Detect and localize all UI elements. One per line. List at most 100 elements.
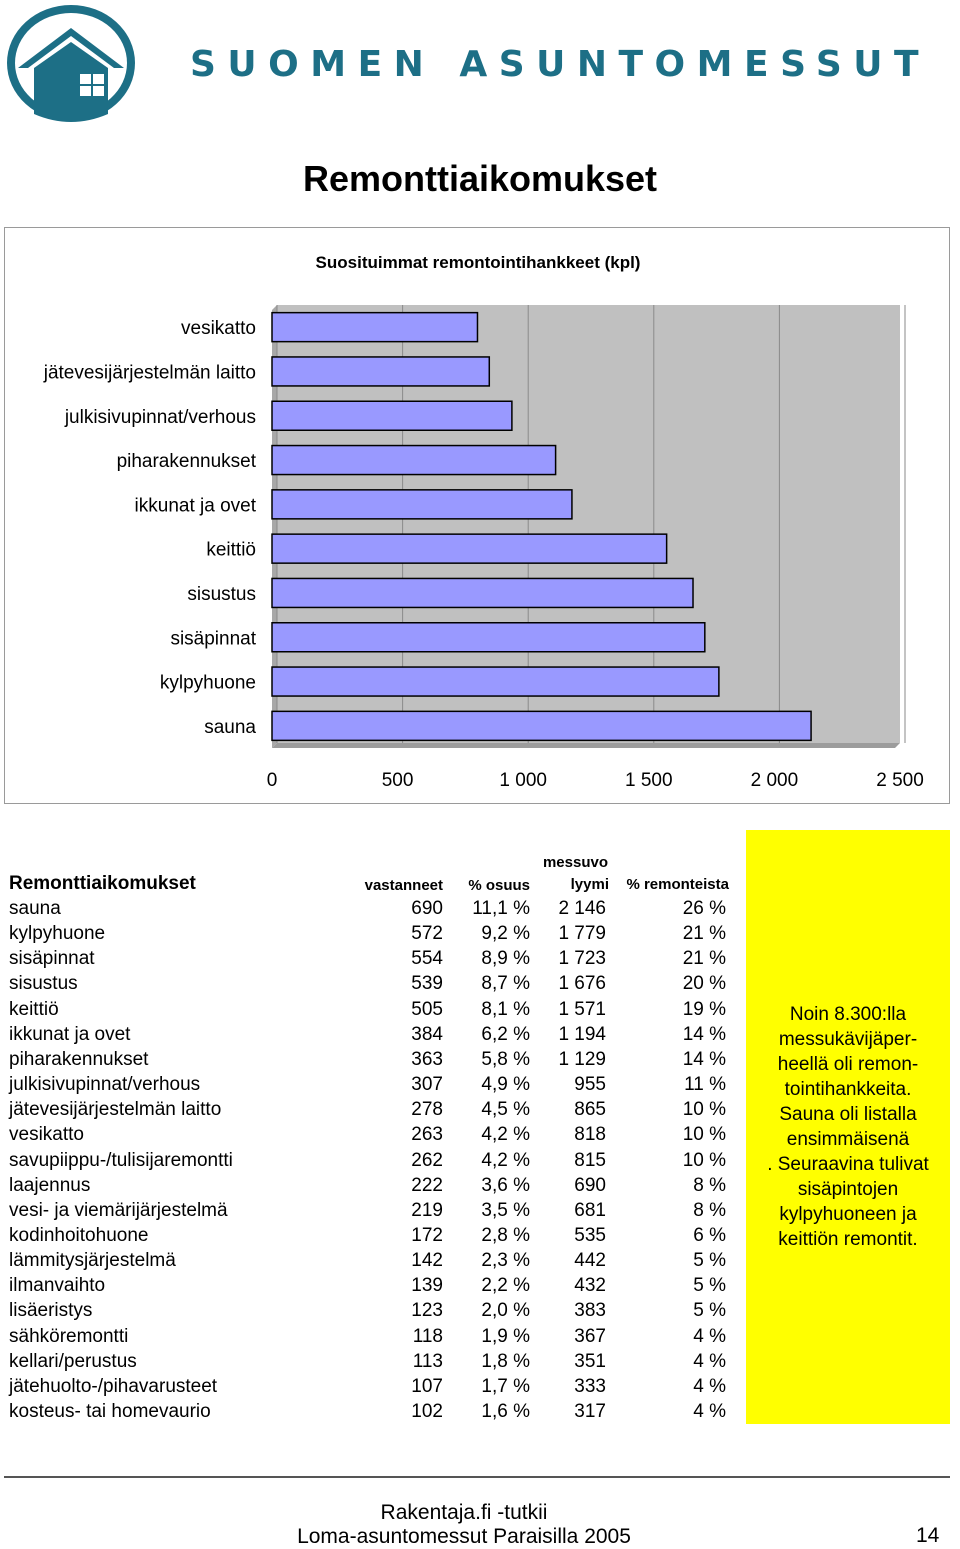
table-cell-messuvolyymi: 690 <box>574 1174 606 1196</box>
table-cell-messuvolyymi: 815 <box>574 1149 606 1171</box>
table-cell-label: vesi- ja viemärijärjestelmä <box>9 1199 228 1221</box>
table-title: Remonttiaikomukset <box>9 873 196 894</box>
table-cell-messuvolyymi: 383 <box>574 1300 606 1322</box>
table-row: ilmanvaihto 139 2,2 % 432 5 % <box>0 1273 740 1298</box>
table-cell-remonteista: 10 % <box>682 1124 726 1146</box>
table-cell-messuvolyymi: 442 <box>574 1250 606 1272</box>
table-cell-osuus: 2,2 % <box>481 1275 530 1297</box>
table-cell-label: sauna <box>9 898 61 919</box>
table-cell-label: jätehuolto-/pihavarusteet <box>9 1375 218 1397</box>
table-cell-label: kellari/perustus <box>9 1350 137 1372</box>
table-cell-label: julkisivupinnat/verhous <box>9 1074 201 1096</box>
footer-line2: Loma-asuntomessut Paraisilla 2005 <box>297 1525 631 1548</box>
table-row: lämmitysjärjestelmä 142 2,3 % 442 5 % <box>0 1248 740 1273</box>
table-cell-label: sisustus <box>9 973 78 995</box>
x-tick-label: 500 <box>382 770 414 791</box>
x-tick-label: 2 000 <box>751 770 799 791</box>
bar <box>271 533 668 564</box>
y-category-label: sisustus <box>187 584 256 605</box>
page-title: Remonttiaikomukset <box>302 158 658 199</box>
table-cell-remonteista: 4 % <box>693 1401 726 1422</box>
col-header-remonteista: % remonteista <box>626 876 729 893</box>
table-row: ikkunat ja ovet 384 6,2 % 1 194 14 % <box>0 1022 740 1047</box>
table-cell-remonteista: 10 % <box>682 1099 726 1121</box>
data-table: Remonttiaikomukset vastanneet % osuus me… <box>0 845 740 1425</box>
table-row: laajennus 222 3,6 % 690 8 % <box>0 1173 740 1198</box>
bar <box>271 356 491 387</box>
table-cell-vastanneet: 263 <box>411 1124 443 1146</box>
table-cell-label: laajennus <box>9 1174 91 1196</box>
table-cell-osuus: 4,2 % <box>481 1149 530 1171</box>
table-row: sisustus 539 8,7 % 1 676 20 % <box>0 971 740 996</box>
page-number: 14 <box>916 1524 940 1547</box>
y-category-label: sisäpinnat <box>170 628 256 649</box>
bar <box>271 489 573 520</box>
table-cell-osuus: 8,9 % <box>481 948 530 970</box>
table-cell-messuvolyymi: 367 <box>574 1325 606 1347</box>
table-cell-vastanneet: 539 <box>411 973 443 995</box>
bar-chart: Suosituimmat remontointihankkeet (kpl) 0 5… <box>4 227 950 804</box>
table-cell-label: ilmanvaihto <box>9 1275 106 1297</box>
table-row: sähköremontti 118 1,9 % 367 4 % <box>0 1324 740 1349</box>
table-cell-label: sähköremontti <box>9 1325 129 1347</box>
table-cell-vastanneet: 384 <box>411 1023 443 1045</box>
table-cell-messuvolyymi: 317 <box>574 1401 606 1422</box>
table-cell-remonteista: 4 % <box>693 1375 726 1397</box>
table-cell-label: lämmitysjärjestelmä <box>9 1250 176 1272</box>
table-row: lisäeristys 123 2,0 % 383 5 % <box>0 1298 740 1323</box>
table-cell-messuvolyymi: 1 779 <box>558 923 606 945</box>
table-cell-label: savupiippu-/tulisijaremontti <box>9 1149 233 1171</box>
table-cell-remonteista: 20 % <box>682 973 726 995</box>
table-cell-osuus: 11,1 % <box>472 898 530 919</box>
table-cell-remonteista: 6 % <box>693 1224 726 1246</box>
table-cell-label: keittiö <box>9 998 59 1020</box>
table-cell-remonteista: 8 % <box>693 1199 726 1221</box>
table-row: julkisivupinnat/verhous 307 4,9 % 955 11 % <box>0 1072 740 1097</box>
table-cell-remonteista: 5 % <box>693 1250 726 1272</box>
table-row: kylpyhuone 572 9,2 % 1 779 21 % <box>0 921 740 946</box>
table-cell-remonteista: 4 % <box>693 1325 726 1347</box>
table-cell-vastanneet: 107 <box>411 1375 443 1397</box>
table-cell-osuus: 4,2 % <box>481 1124 530 1146</box>
table-cell-label: kosteus- tai homevaurio <box>9 1401 211 1422</box>
y-category-label: ikkunat ja ovet <box>135 495 257 516</box>
table-cell-vastanneet: 572 <box>411 923 443 945</box>
table-cell-vastanneet: 172 <box>411 1224 443 1246</box>
table-cell-osuus: 6,2 % <box>481 1023 530 1045</box>
table-cell-remonteista: 5 % <box>693 1275 726 1297</box>
y-category-label: jätevesijärjestelmän laitto <box>43 362 256 383</box>
table-cell-vastanneet: 222 <box>411 1174 443 1196</box>
table-cell-osuus: 3,6 % <box>481 1174 530 1196</box>
table-row: vesikatto 263 4,2 % 818 10 % <box>0 1122 740 1147</box>
note-text: Noin 8.300:lla messukävijäper- heellä ol… <box>767 1004 929 1250</box>
bar <box>271 400 513 431</box>
table-cell-vastanneet: 219 <box>411 1199 443 1221</box>
table-cell-messuvolyymi: 1 194 <box>558 1023 606 1045</box>
col-header-messuvolyymi-line2: lyymi <box>570 876 609 893</box>
x-tick-label: 1 000 <box>499 770 547 791</box>
table-cell-osuus: 1,7 % <box>481 1375 530 1397</box>
table-cell-vastanneet: 113 <box>412 1350 443 1372</box>
table-cell-messuvolyymi: 351 <box>574 1350 606 1372</box>
table-cell-messuvolyymi: 1 676 <box>558 973 606 995</box>
table-cell-remonteista: 11 % <box>684 1074 726 1096</box>
table-cell-messuvolyymi: 1 129 <box>558 1048 606 1070</box>
table-row: sauna 690 11,1 % 2 146 26 % <box>0 896 740 921</box>
y-category-label: sauna <box>204 717 256 738</box>
table-cell-remonteista: 14 % <box>682 1023 726 1045</box>
table-cell-osuus: 8,7 % <box>481 973 530 995</box>
table-cell-remonteista: 4 % <box>693 1350 726 1372</box>
table-cell-osuus: 3,5 % <box>481 1199 530 1221</box>
table-cell-remonteista: 10 % <box>682 1149 726 1171</box>
footer-line1: Rakentaja.fi -tutkii <box>380 1501 548 1524</box>
table-cell-messuvolyymi: 1 723 <box>558 948 606 970</box>
plot-floor <box>272 743 900 748</box>
table-row: sisäpinnat 554 8,9 % 1 723 21 % <box>0 946 740 971</box>
table-cell-messuvolyymi: 865 <box>574 1099 606 1121</box>
y-category-label: julkisivupinnat/verhous <box>64 407 256 428</box>
y-category-label: keittiö <box>206 540 256 561</box>
footer-divider <box>4 1476 950 1478</box>
x-tick-label: 1 500 <box>625 770 673 791</box>
table-cell-vastanneet: 139 <box>411 1275 443 1297</box>
table-cell-vastanneet: 262 <box>411 1149 443 1171</box>
